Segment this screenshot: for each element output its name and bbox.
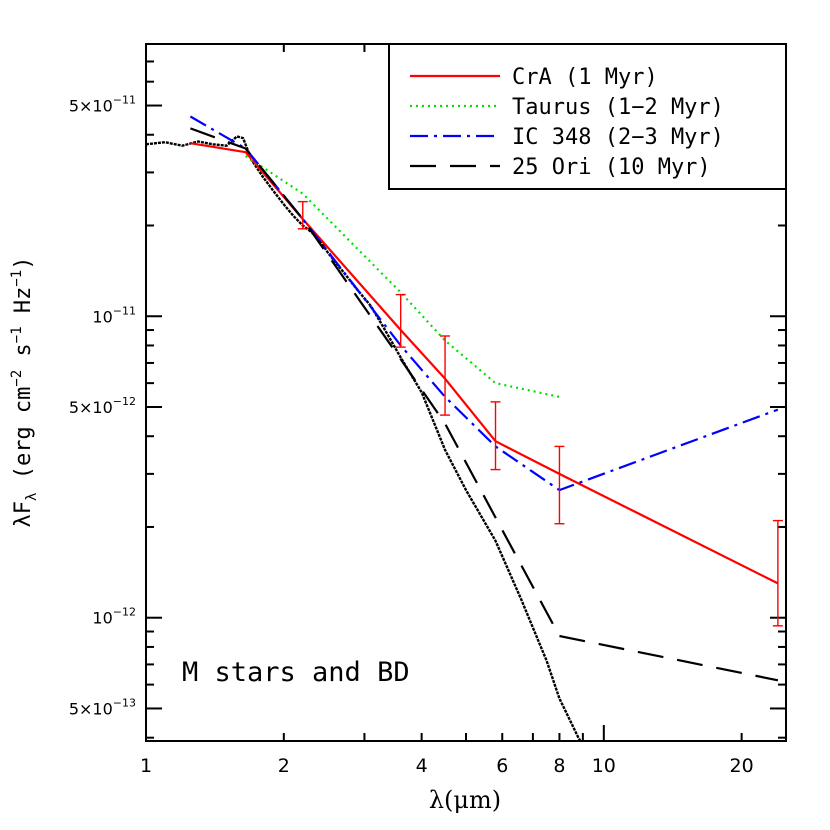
x-tick-label: 6 xyxy=(496,755,508,777)
x-tick-label: 20 xyxy=(730,755,754,777)
plot-annotation: M stars and BD xyxy=(182,657,410,688)
series-line-cra xyxy=(190,142,779,585)
x-tick-label: 4 xyxy=(416,755,428,777)
legend-label: 25 Ori (10 Myr) xyxy=(512,155,711,180)
legend-label: CrA (1 Myr) xyxy=(512,65,658,90)
plot-area xyxy=(146,115,783,741)
x-tick-label: 2 xyxy=(278,755,290,777)
x-axis-label: λ(μm) xyxy=(429,786,501,814)
y-tick-label: 5×10−11 xyxy=(69,94,136,116)
y-tick-label: 10−11 xyxy=(92,304,136,326)
legend-box xyxy=(388,43,787,190)
series-line-ic xyxy=(189,115,779,492)
y-tick-label: 5×10−12 xyxy=(69,395,136,417)
series-line-25 xyxy=(190,127,779,682)
x-tick-label: 10 xyxy=(592,755,616,777)
series-line-taurus xyxy=(244,155,560,398)
legend: CrA (1 Myr) Taurus (1−2 Myr) IC 348 (2−3 M… xyxy=(388,43,787,190)
tick-labels: 1 2 4 6 8 10 20 5×10−11 10−11 5×10−12 10−12 5×10−13 xyxy=(69,94,754,777)
y-axis-label: λFλ (erg cm−2 s−1 Hz−1) xyxy=(9,257,40,528)
legend-label: IC 348 (2−3 Myr) xyxy=(512,125,724,150)
legend-label: Taurus (1−2 Myr) xyxy=(512,95,724,120)
y-tick-label: 5×10−13 xyxy=(69,696,136,718)
x-tick-label: 8 xyxy=(553,755,565,777)
y-tick-label: 10−12 xyxy=(92,606,136,628)
x-tick-label: 1 xyxy=(140,755,152,777)
